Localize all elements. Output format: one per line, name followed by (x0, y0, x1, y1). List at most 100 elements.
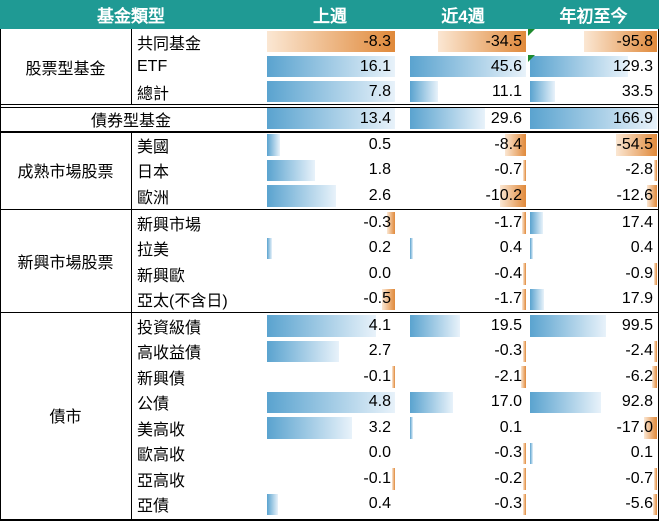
category-label: 高收益債 (137, 345, 202, 363)
value-text: -0.5 (363, 290, 391, 308)
value-cell: 0.0 (267, 441, 395, 467)
value-text: -0.2 (494, 469, 522, 487)
value-text: -0.9 (625, 264, 653, 282)
value-cell: 2.7 (267, 339, 395, 365)
positive-bar (267, 340, 339, 362)
value-text: -0.1 (363, 469, 391, 487)
value-cell: 19.5 (410, 313, 526, 339)
value-cell: -0.7 (530, 466, 657, 492)
value-text: 166.9 (612, 109, 653, 127)
negative-bar (521, 212, 526, 234)
category-label: 亞債 (137, 498, 170, 516)
value-cell: 92.8 (530, 390, 657, 416)
negative-bar (584, 31, 657, 52)
category-label: 日本 (137, 164, 170, 182)
category-label: 亞高收 (137, 472, 186, 490)
comment-marker (528, 29, 535, 36)
value-text: 2.6 (368, 186, 391, 204)
value-cell: 17.4 (530, 210, 657, 236)
value-cell: -10.2 (410, 183, 526, 209)
group-label: 成熟市場股票 (17, 164, 114, 182)
value-text: 4.8 (368, 393, 391, 411)
value-cell: -6.2 (530, 364, 657, 390)
divider (0, 104, 659, 105)
value-cell: -1.7 (410, 210, 526, 236)
value-cell: -0.1 (267, 466, 395, 492)
value-text: -34.5 (485, 32, 522, 50)
value-cell: 45.6 (410, 54, 526, 79)
value-text: 33.5 (621, 82, 653, 100)
value-text: 19.5 (490, 316, 522, 334)
negative-bar (392, 468, 395, 490)
value-cell: -5.6 (530, 492, 657, 518)
value-cell: -2.1 (410, 364, 526, 390)
divider (0, 29, 1, 521)
negative-bar (644, 417, 657, 439)
positive-bar (410, 315, 460, 337)
value-cell: 4.8 (267, 390, 395, 416)
negative-bar (521, 288, 526, 310)
value-text: 0.4 (368, 495, 391, 513)
value-cell: 13.4 (267, 106, 395, 131)
divider (131, 131, 132, 521)
value-text: -95.8 (616, 32, 653, 50)
positive-bar (530, 212, 544, 234)
value-text: -8.3 (363, 32, 391, 50)
header-last-4-weeks: 近4週 (398, 0, 528, 29)
value-text: -10.2 (485, 186, 522, 204)
value-cell: -0.3 (410, 441, 526, 467)
value-cell: 33.5 (530, 79, 657, 104)
value-text: -2.8 (625, 161, 653, 179)
group-label: 債市 (49, 409, 82, 426)
value-text: -6.2 (625, 367, 653, 385)
value-cell: 0.2 (267, 236, 395, 262)
value-text: -54.5 (616, 135, 653, 153)
negative-bar (652, 366, 657, 388)
divider (0, 131, 659, 133)
value-text: 0.2 (368, 239, 391, 257)
category-label: 歐洲 (137, 189, 170, 207)
positive-bar (530, 442, 533, 464)
value-text: -0.3 (494, 444, 522, 462)
negative-bar (523, 493, 526, 515)
divider (0, 209, 659, 210)
value-cell: -34.5 (410, 29, 526, 54)
header-last-4-weeks-label: 近4週 (441, 7, 485, 26)
value-cell: -2.8 (530, 158, 657, 184)
value-text: 16.1 (359, 57, 391, 75)
positive-bar (267, 159, 315, 181)
value-cell: 0.4 (410, 236, 526, 262)
value-cell: 0.4 (267, 492, 395, 518)
category-label: 亞太(不含日) (137, 293, 228, 311)
group-label: 新興市場股票 (17, 255, 114, 272)
value-text: -0.3 (494, 495, 522, 513)
negative-bar (523, 159, 526, 181)
value-text: 17.0 (490, 393, 522, 411)
value-cell: 0.1 (530, 441, 657, 467)
negative-bar (654, 263, 657, 285)
positive-bar (267, 134, 281, 156)
value-cell: 4.1 (267, 313, 395, 339)
value-text: 0.0 (368, 264, 391, 282)
value-text: -0.3 (363, 213, 391, 231)
value-cell: -8.4 (410, 132, 526, 158)
value-cell: -1.7 (410, 287, 526, 313)
positive-bar (267, 237, 273, 259)
value-text: -2.1 (494, 367, 522, 385)
positive-bar (410, 417, 413, 439)
value-text: 13.4 (359, 109, 391, 127)
negative-bar (438, 31, 526, 52)
negative-bar (267, 31, 395, 52)
value-cell: -0.7 (410, 158, 526, 184)
divider (131, 29, 132, 104)
value-cell: -95.8 (530, 29, 657, 54)
negative-bar (647, 185, 657, 207)
divider (0, 107, 659, 108)
value-cell: 1.8 (267, 158, 395, 184)
value-text: 0.5 (368, 135, 391, 153)
value-text: 4.1 (368, 316, 391, 334)
value-text: 0.1 (499, 418, 522, 436)
value-text: -5.6 (625, 495, 653, 513)
value-text: 0.1 (630, 444, 653, 462)
